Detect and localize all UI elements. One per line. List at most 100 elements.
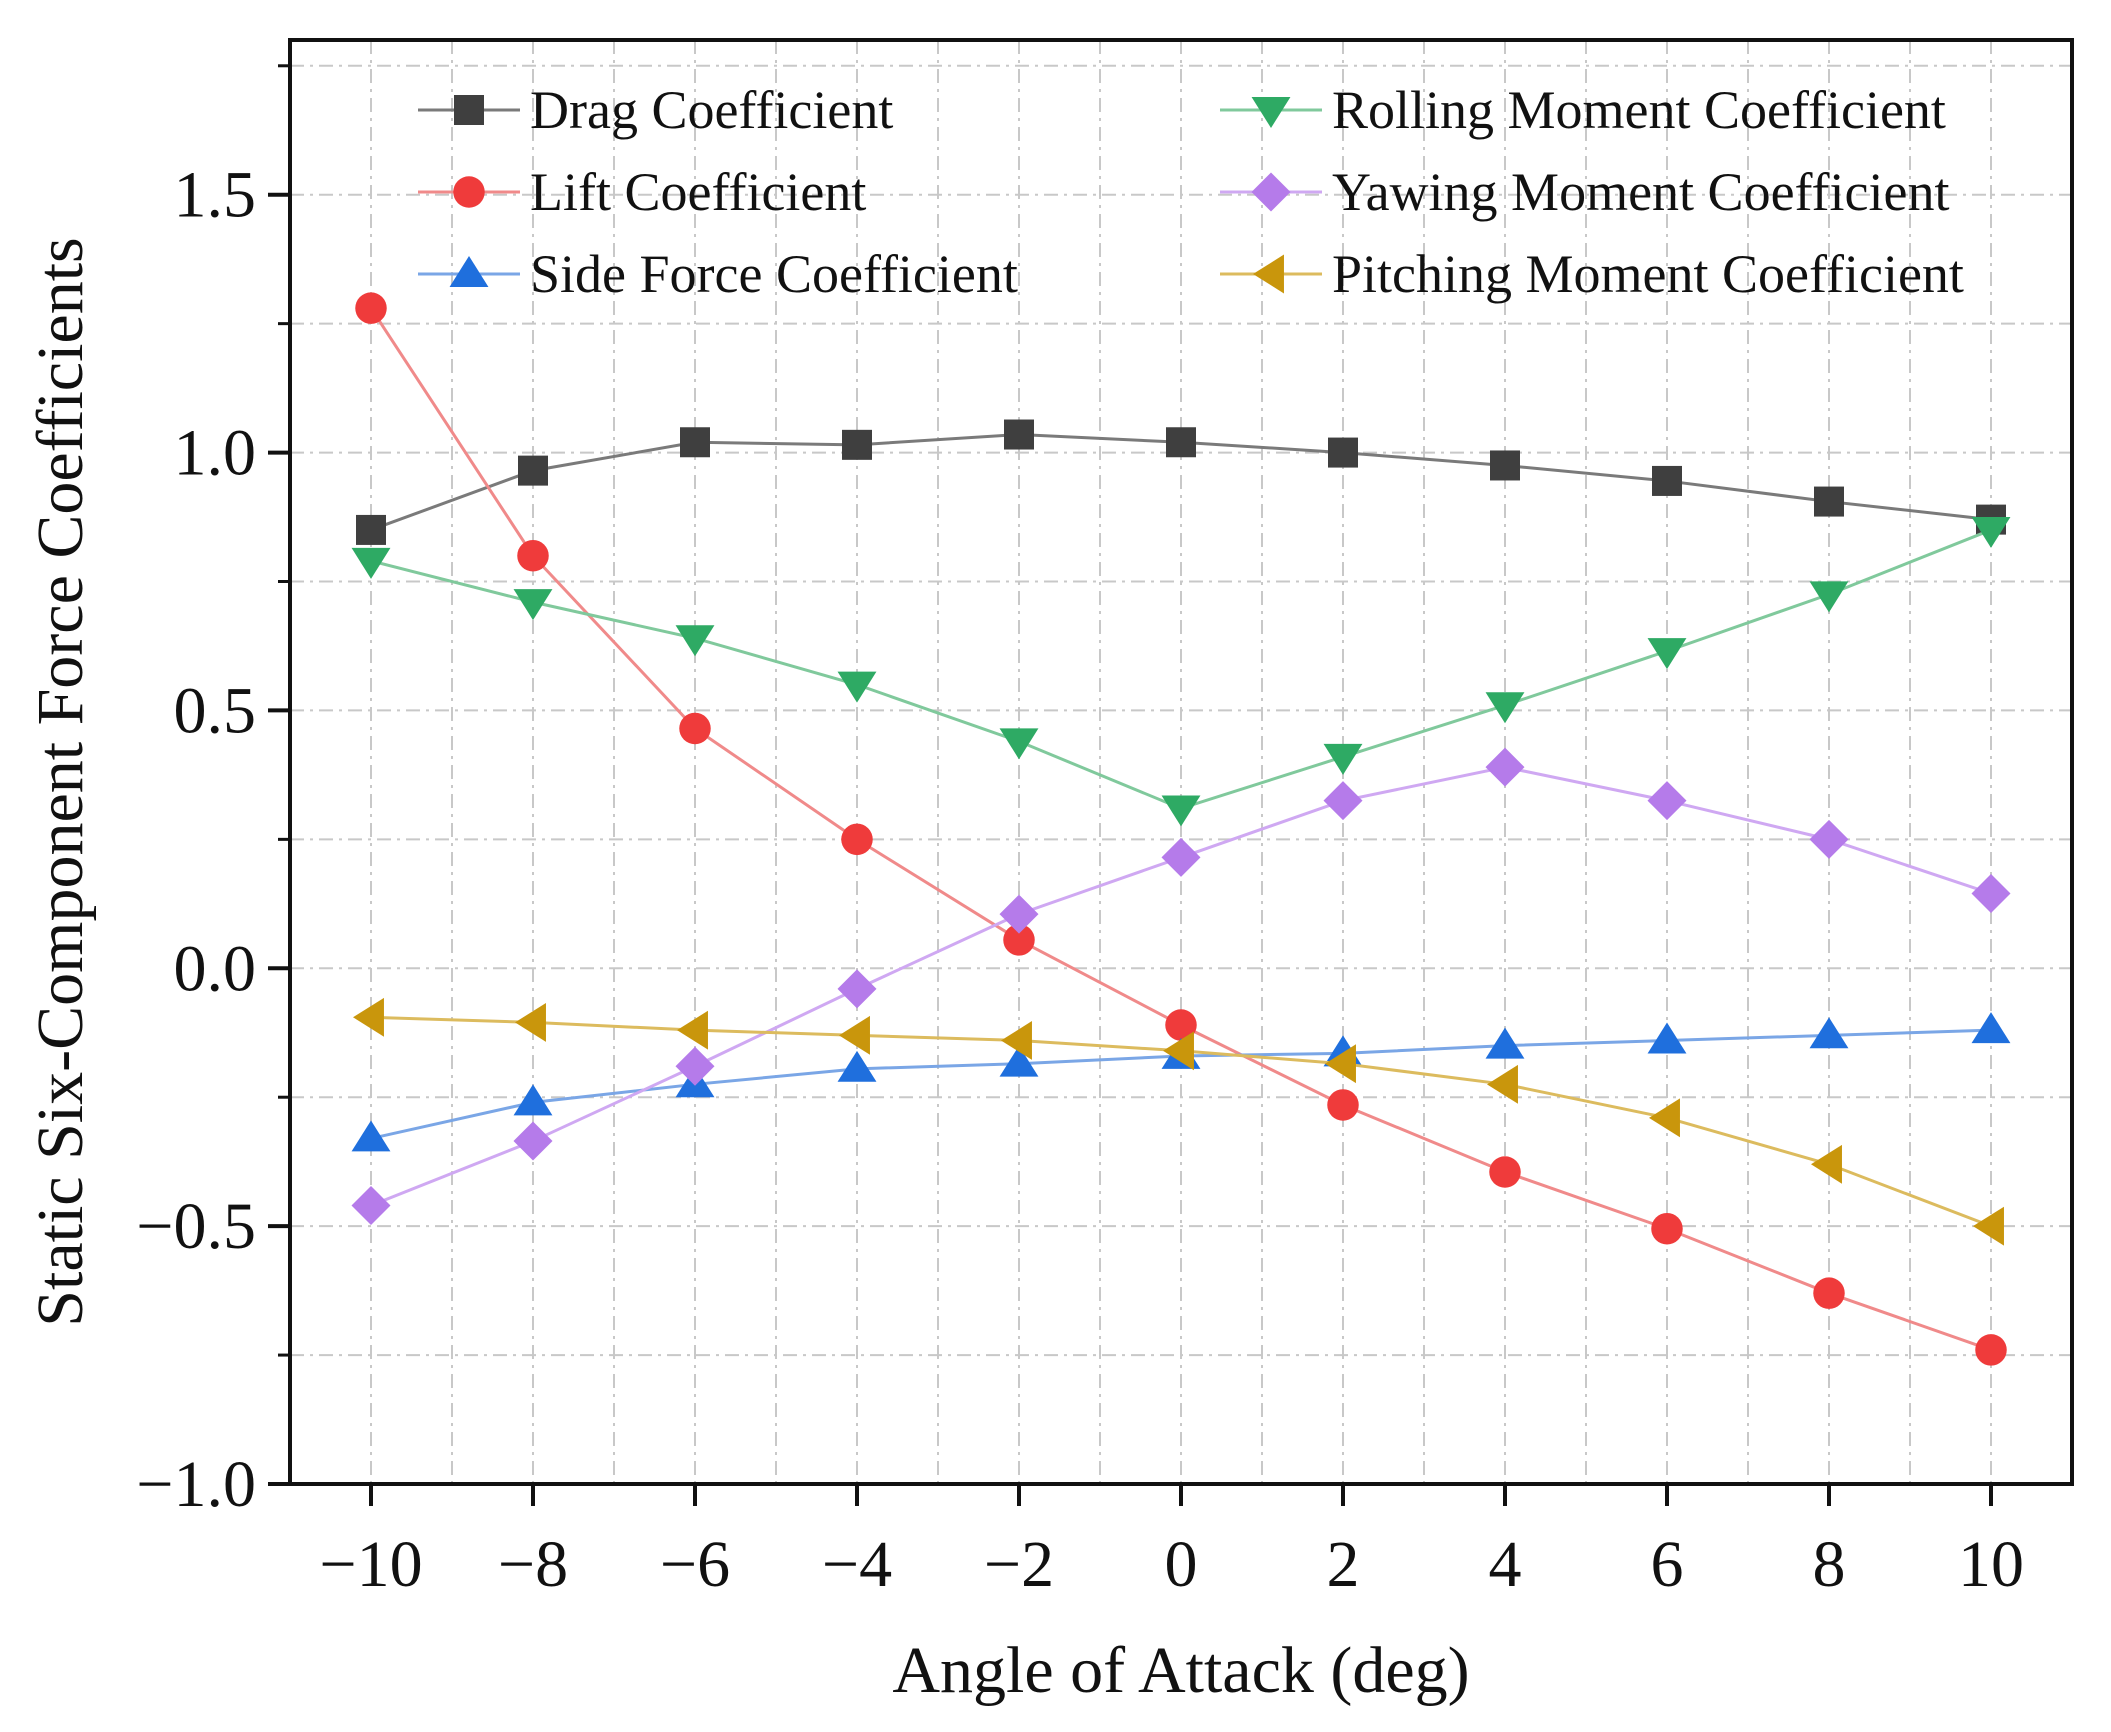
legend-marker-drag-coefficient bbox=[454, 95, 484, 125]
legend-item-lift-coefficient: Lift Coefficient bbox=[418, 162, 866, 222]
data-point-drag-coefficient bbox=[518, 455, 548, 486]
data-point-pitching-moment-coefficient bbox=[1001, 1021, 1032, 1060]
data-point-rolling-moment-coefficient bbox=[1161, 795, 1201, 827]
data-point-rolling-moment-coefficient bbox=[1971, 516, 2011, 548]
data-point-yawing-moment-coefficient bbox=[351, 1186, 391, 1226]
legend-label-rolling-moment-coefficient: Rolling Moment Coefficient bbox=[1332, 80, 1946, 140]
data-point-pitching-moment-coefficient bbox=[1487, 1064, 1518, 1104]
x-tick-label: 0 bbox=[1165, 1528, 1198, 1601]
data-point-lift-coefficient bbox=[1165, 1009, 1197, 1041]
data-point-rolling-moment-coefficient bbox=[999, 728, 1039, 760]
data-point-yawing-moment-coefficient bbox=[675, 1046, 715, 1086]
y-tick-label: 0.5 bbox=[174, 674, 257, 747]
data-point-pitching-moment-coefficient bbox=[1325, 1044, 1356, 1084]
data-point-yawing-moment-coefficient bbox=[513, 1121, 553, 1161]
data-point-lift-coefficient bbox=[1489, 1156, 1521, 1188]
data-point-rolling-moment-coefficient bbox=[1485, 692, 1525, 724]
data-point-rolling-moment-coefficient bbox=[513, 589, 553, 621]
data-point-lift-coefficient bbox=[517, 539, 549, 572]
data-point-yawing-moment-coefficient bbox=[1161, 837, 1201, 877]
series-rolling-moment-coefficient bbox=[351, 516, 2011, 827]
x-tick-label: 8 bbox=[1813, 1528, 1846, 1601]
data-point-yawing-moment-coefficient bbox=[837, 969, 877, 1009]
data-point-rolling-moment-coefficient bbox=[1809, 581, 1849, 613]
data-point-lift-coefficient bbox=[841, 823, 873, 856]
legend-label-drag-coefficient: Drag Coefficient bbox=[530, 80, 893, 140]
y-tick-label: 1.0 bbox=[174, 417, 257, 490]
x-tick-label: −4 bbox=[822, 1528, 892, 1601]
data-point-rolling-moment-coefficient bbox=[675, 625, 715, 657]
data-point-pitching-moment-coefficient bbox=[1649, 1098, 1680, 1138]
x-tick-label: −10 bbox=[319, 1528, 422, 1601]
data-point-drag-coefficient bbox=[356, 514, 386, 545]
data-point-rolling-moment-coefficient bbox=[1647, 638, 1687, 670]
data-point-yawing-moment-coefficient bbox=[1971, 874, 2011, 914]
x-tick-label: −8 bbox=[498, 1528, 568, 1601]
x-tick-label: 10 bbox=[1958, 1528, 2024, 1601]
data-point-yawing-moment-coefficient bbox=[1323, 781, 1363, 821]
data-point-side-force-coefficient bbox=[1485, 1027, 1525, 1059]
data-point-pitching-moment-coefficient bbox=[839, 1015, 870, 1055]
y-tick-label: −1.0 bbox=[136, 1448, 256, 1521]
data-point-side-force-coefficient bbox=[351, 1120, 391, 1152]
series-yawing-moment-coefficient bbox=[351, 747, 2011, 1226]
data-point-pitching-moment-coefficient bbox=[353, 997, 384, 1037]
legend-marker-pitching-moment-coefficient bbox=[1253, 254, 1284, 294]
data-point-pitching-moment-coefficient bbox=[515, 1002, 546, 1042]
data-point-drag-coefficient bbox=[1004, 419, 1034, 450]
legend-label-side-force-coefficient: Side Force Coefficient bbox=[530, 244, 1018, 304]
data-point-drag-coefficient bbox=[1328, 437, 1358, 468]
data-point-side-force-coefficient bbox=[513, 1084, 553, 1116]
data-point-side-force-coefficient bbox=[837, 1050, 877, 1082]
series-lift-coefficient bbox=[355, 292, 2007, 1366]
data-point-side-force-coefficient bbox=[1647, 1022, 1687, 1054]
series-pitching-moment-coefficient bbox=[353, 997, 2004, 1246]
legend-label-lift-coefficient: Lift Coefficient bbox=[530, 162, 866, 222]
x-axis-title: Angle of Attack (deg) bbox=[892, 1634, 1469, 1707]
data-point-pitching-moment-coefficient bbox=[677, 1010, 708, 1050]
legend-label-pitching-moment-coefficient: Pitching Moment Coefficient bbox=[1332, 244, 1964, 304]
data-point-drag-coefficient bbox=[1490, 450, 1520, 481]
grid bbox=[290, 40, 2072, 1484]
data-point-lift-coefficient bbox=[679, 712, 711, 745]
data-point-lift-coefficient bbox=[1003, 924, 1035, 956]
data-point-drag-coefficient bbox=[1166, 427, 1196, 458]
legend-marker-lift-coefficient bbox=[453, 176, 485, 208]
data-point-lift-coefficient bbox=[355, 292, 387, 324]
data-point-drag-coefficient bbox=[842, 429, 872, 460]
legend-item-pitching-moment-coefficient: Pitching Moment Coefficient bbox=[1220, 244, 1964, 304]
legend-item-rolling-moment-coefficient: Rolling Moment Coefficient bbox=[1220, 80, 1946, 140]
data-point-lift-coefficient bbox=[1813, 1277, 1845, 1309]
data-point-yawing-moment-coefficient bbox=[1647, 781, 1687, 821]
y-tick-label: −0.5 bbox=[136, 1190, 256, 1263]
legend-label-yawing-moment-coefficient: Yawing Moment Coefficient bbox=[1332, 162, 1949, 222]
data-point-lift-coefficient bbox=[1327, 1089, 1359, 1121]
x-tick-label: −6 bbox=[660, 1528, 730, 1601]
x-tick-label: −2 bbox=[984, 1528, 1054, 1601]
data-point-rolling-moment-coefficient bbox=[1323, 743, 1363, 775]
data-point-side-force-coefficient bbox=[1971, 1012, 2011, 1044]
data-point-drag-coefficient bbox=[1652, 465, 1682, 496]
legend-marker-yawing-moment-coefficient bbox=[1251, 172, 1291, 212]
data-point-yawing-moment-coefficient bbox=[1809, 819, 1849, 859]
legend-item-drag-coefficient: Drag Coefficient bbox=[418, 80, 893, 140]
axis-ticks: −10 −8 −6 −4 −2 0 2 4 6 8 10 −1.0 −0.5 0.0 0.5 1.0 1.5 bbox=[136, 64, 2024, 1601]
y-tick-label: 1.5 bbox=[174, 159, 257, 232]
data-point-lift-coefficient bbox=[1651, 1212, 1683, 1245]
data-point-pitching-moment-coefficient bbox=[1973, 1206, 2004, 1246]
x-tick-label: 4 bbox=[1489, 1528, 1522, 1601]
data-point-yawing-moment-coefficient bbox=[1485, 747, 1525, 787]
data-point-drag-coefficient bbox=[680, 427, 710, 458]
y-tick-label: 0.0 bbox=[174, 932, 257, 1005]
data-point-rolling-moment-coefficient bbox=[837, 671, 877, 703]
y-axis-title: Static Six-Component Force Coefficients bbox=[24, 237, 97, 1326]
data-point-pitching-moment-coefficient bbox=[1811, 1144, 1842, 1184]
series-group bbox=[351, 292, 2011, 1366]
legend-item-side-force-coefficient: Side Force Coefficient bbox=[418, 244, 1018, 304]
data-point-side-force-coefficient bbox=[1809, 1017, 1849, 1049]
data-point-drag-coefficient bbox=[1814, 486, 1844, 517]
legend-marker-side-force-coefficient bbox=[449, 256, 489, 287]
legend-marker-rolling-moment-coefficient bbox=[1251, 97, 1291, 128]
